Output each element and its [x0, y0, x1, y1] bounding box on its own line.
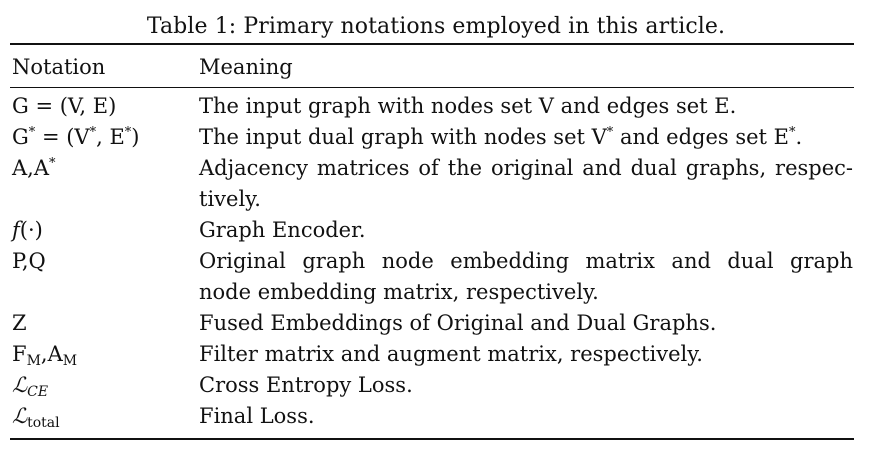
meaning-cell: Original graph node embedding matrix and…: [199, 246, 853, 308]
meaning-line: Original graph node embedding matrix and…: [199, 249, 853, 273]
meaning-line: The input graph with nodes set V and edg…: [199, 94, 737, 118]
column-header-notation: Notation: [12, 55, 106, 79]
table-row: ℒtotal Final Loss.: [0, 401, 872, 432]
table-row: A,A* Adjacency matrices of the original …: [0, 153, 872, 215]
notation-cell: f(·): [12, 218, 43, 242]
table-row: P,Q Original graph node embedding matrix…: [0, 246, 872, 308]
table-row: FM,AM Filter matrix and augment matrix, …: [0, 339, 872, 370]
meaning-cell: Graph Encoder.: [199, 215, 853, 246]
table-bottom-rule: [10, 438, 854, 440]
notation-cell: FM,AM: [12, 342, 78, 369]
table-row: f(·) Graph Encoder.: [0, 215, 872, 246]
meaning-line: Adjacency matrices of the original and d…: [199, 156, 853, 180]
table-body: G = (V, E) The input graph with nodes se…: [0, 91, 872, 432]
notation-cell: ℒtotal: [12, 404, 60, 431]
table-header-rule: [10, 87, 854, 88]
meaning-line: The input dual graph with nodes set V* a…: [199, 125, 803, 149]
meaning-line: node embedding matrix, respectively.: [199, 280, 599, 304]
column-header-meaning: Meaning: [199, 55, 293, 79]
table-row: G = (V, E) The input graph with nodes se…: [0, 91, 872, 122]
meaning-cell: Fused Embeddings of Original and Dual Gr…: [199, 308, 853, 339]
table-row: G* = (V*, E*) The input dual graph with …: [0, 122, 872, 153]
notation-cell: Z: [12, 311, 27, 335]
meaning-cell: Filter matrix and augment matrix, respec…: [199, 339, 853, 370]
meaning-cell: Final Loss.: [199, 401, 853, 432]
meaning-line: Final Loss.: [199, 404, 315, 428]
table-caption: Table 1: Primary notations employed in t…: [146, 14, 726, 39]
notation-cell: G = (V, E): [12, 94, 117, 118]
meaning-cell: The input graph with nodes set V and edg…: [199, 91, 853, 122]
meaning-cell: Cross Entropy Loss.: [199, 370, 853, 401]
notation-cell: ℒCE: [12, 373, 49, 400]
meaning-line: tively.: [199, 187, 261, 211]
table-top-rule: [10, 43, 854, 45]
notation-cell: P,Q: [12, 249, 46, 273]
notation-cell: G* = (V*, E*): [12, 125, 140, 149]
notation-cell: A,A*: [12, 156, 56, 180]
meaning-cell: The input dual graph with nodes set V* a…: [199, 122, 853, 153]
table-row: ℒCE Cross Entropy Loss.: [0, 370, 872, 401]
meaning-line: Cross Entropy Loss.: [199, 373, 413, 397]
table-row: Z Fused Embeddings of Original and Dual …: [0, 308, 872, 339]
meaning-cell: Adjacency matrices of the original and d…: [199, 153, 853, 215]
meaning-line: Fused Embeddings of Original and Dual Gr…: [199, 311, 717, 335]
meaning-line: Filter matrix and augment matrix, respec…: [199, 342, 703, 366]
meaning-line: Graph Encoder.: [199, 218, 366, 242]
